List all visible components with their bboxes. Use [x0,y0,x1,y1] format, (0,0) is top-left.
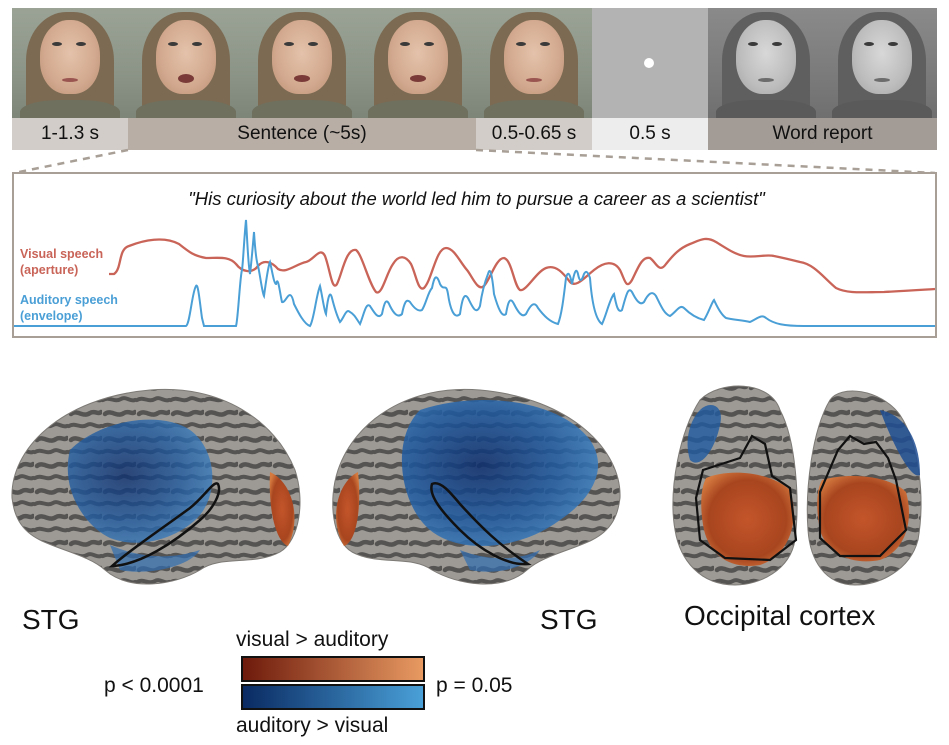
occipital-view-right [806,390,922,586]
timing-segment-word-report: Word report [708,118,937,150]
right-hemisphere [332,388,621,585]
speech-signal-panel: "His curiosity about the world led him t… [12,172,937,338]
occipital-view-left [672,385,798,586]
zoom-connector-lines [13,148,936,175]
legend-warm-colorbar [241,656,425,682]
timing-segment-prestim: 1-1.3 s [12,118,128,150]
report-frame [824,8,937,118]
legend-p-min: p < 0.0001 [104,674,204,697]
auditory-speech-trace [14,219,935,328]
timing-segment-poststim: 0.5-0.65 s [476,118,592,150]
speech-traces [14,219,935,328]
right-stg-label: STG [540,604,598,635]
stimulus-timeline: 1-1.3 s Sentence (~5s) 0.5-0.65 s 0.5 s … [12,8,937,150]
visual-speech-label: Visual speech (aperture) [20,247,104,277]
report-frame [708,8,824,118]
timing-segment-fixation: 0.5 s [592,118,708,150]
visual-speech-trace [109,237,935,294]
timing-segment-sentence: Sentence (~5s) [128,118,476,150]
left-stg-label: STG [22,604,80,635]
legend-auditory-gt-visual: auditory > visual [236,714,389,737]
video-frame [128,8,244,118]
left-hemisphere [11,388,301,585]
auditory-speech-label: Auditory speech (envelope) [20,293,118,323]
legend-cool-colorbar [241,684,425,710]
video-frame [244,8,360,118]
fixation-dot [644,58,654,68]
legend-p-max: p = 0.05 [436,674,513,697]
occipital-cortex-label: Occipital cortex [684,600,876,631]
video-frame [360,8,476,118]
video-frame [12,8,128,118]
example-sentence: "His curiosity about the world led him t… [188,188,765,209]
video-frame [476,8,592,118]
legend-visual-gt-auditory: visual > auditory [236,628,389,651]
brain-renders [11,385,922,586]
fixation-frame [592,8,708,118]
